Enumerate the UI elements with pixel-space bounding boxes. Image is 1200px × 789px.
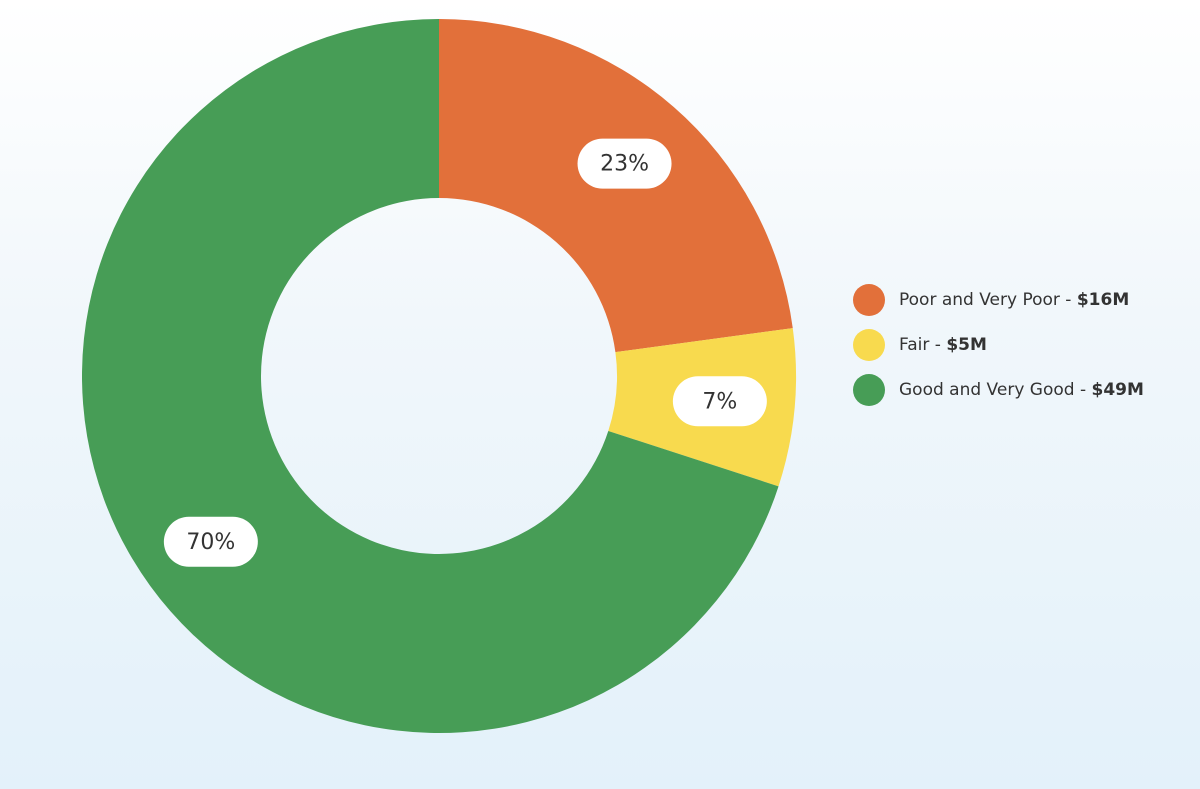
legend-value-poor: $16M [1076, 290, 1130, 310]
donut-percent-labels: 23% 7% 70% [163, 138, 767, 567]
legend-swatch-good [853, 374, 885, 406]
percent-label-2: 7% [672, 376, 767, 427]
legend-separator: - [1059, 290, 1077, 310]
percent-pill-2 [672, 376, 767, 427]
percent-label-3: 70% [163, 516, 258, 567]
legend-item-fair[interactable]: Fair - $5M [853, 329, 1144, 361]
percent-text-1: 23% [600, 152, 649, 177]
legend-label-poor: Poor and Very Poor [899, 290, 1060, 310]
legend-text-good: Good and Very Good - $49M [899, 380, 1144, 400]
chart-legend: Poor and Very Poor - $16M Fair - $5M Goo… [853, 284, 1144, 419]
legend-text-poor: Poor and Very Poor - $16M [899, 290, 1129, 310]
legend-swatch-fair [853, 329, 885, 361]
donut-slices [82, 19, 796, 734]
legend-item-poor[interactable]: Poor and Very Poor - $16M [853, 284, 1144, 316]
legend-label-fair: Fair [899, 335, 930, 355]
percent-pill-1 [577, 138, 672, 189]
legend-separator: - [929, 335, 947, 355]
legend-text-fair: Fair - $5M [899, 335, 987, 355]
legend-separator: - [1074, 380, 1092, 400]
legend-value-fair: $5M [946, 335, 987, 355]
legend-swatch-poor [853, 284, 885, 316]
percent-text-2: 7% [702, 389, 737, 414]
percent-text-3: 70% [186, 530, 235, 555]
legend-value-good: $49M [1091, 380, 1144, 400]
legend-label-good: Good and Very Good [899, 380, 1075, 400]
percent-pill-3 [163, 516, 258, 567]
percent-label-1: 23% [577, 138, 672, 189]
donut-slice-3[interactable] [82, 19, 779, 734]
legend-item-good[interactable]: Good and Very Good - $49M [853, 374, 1144, 406]
